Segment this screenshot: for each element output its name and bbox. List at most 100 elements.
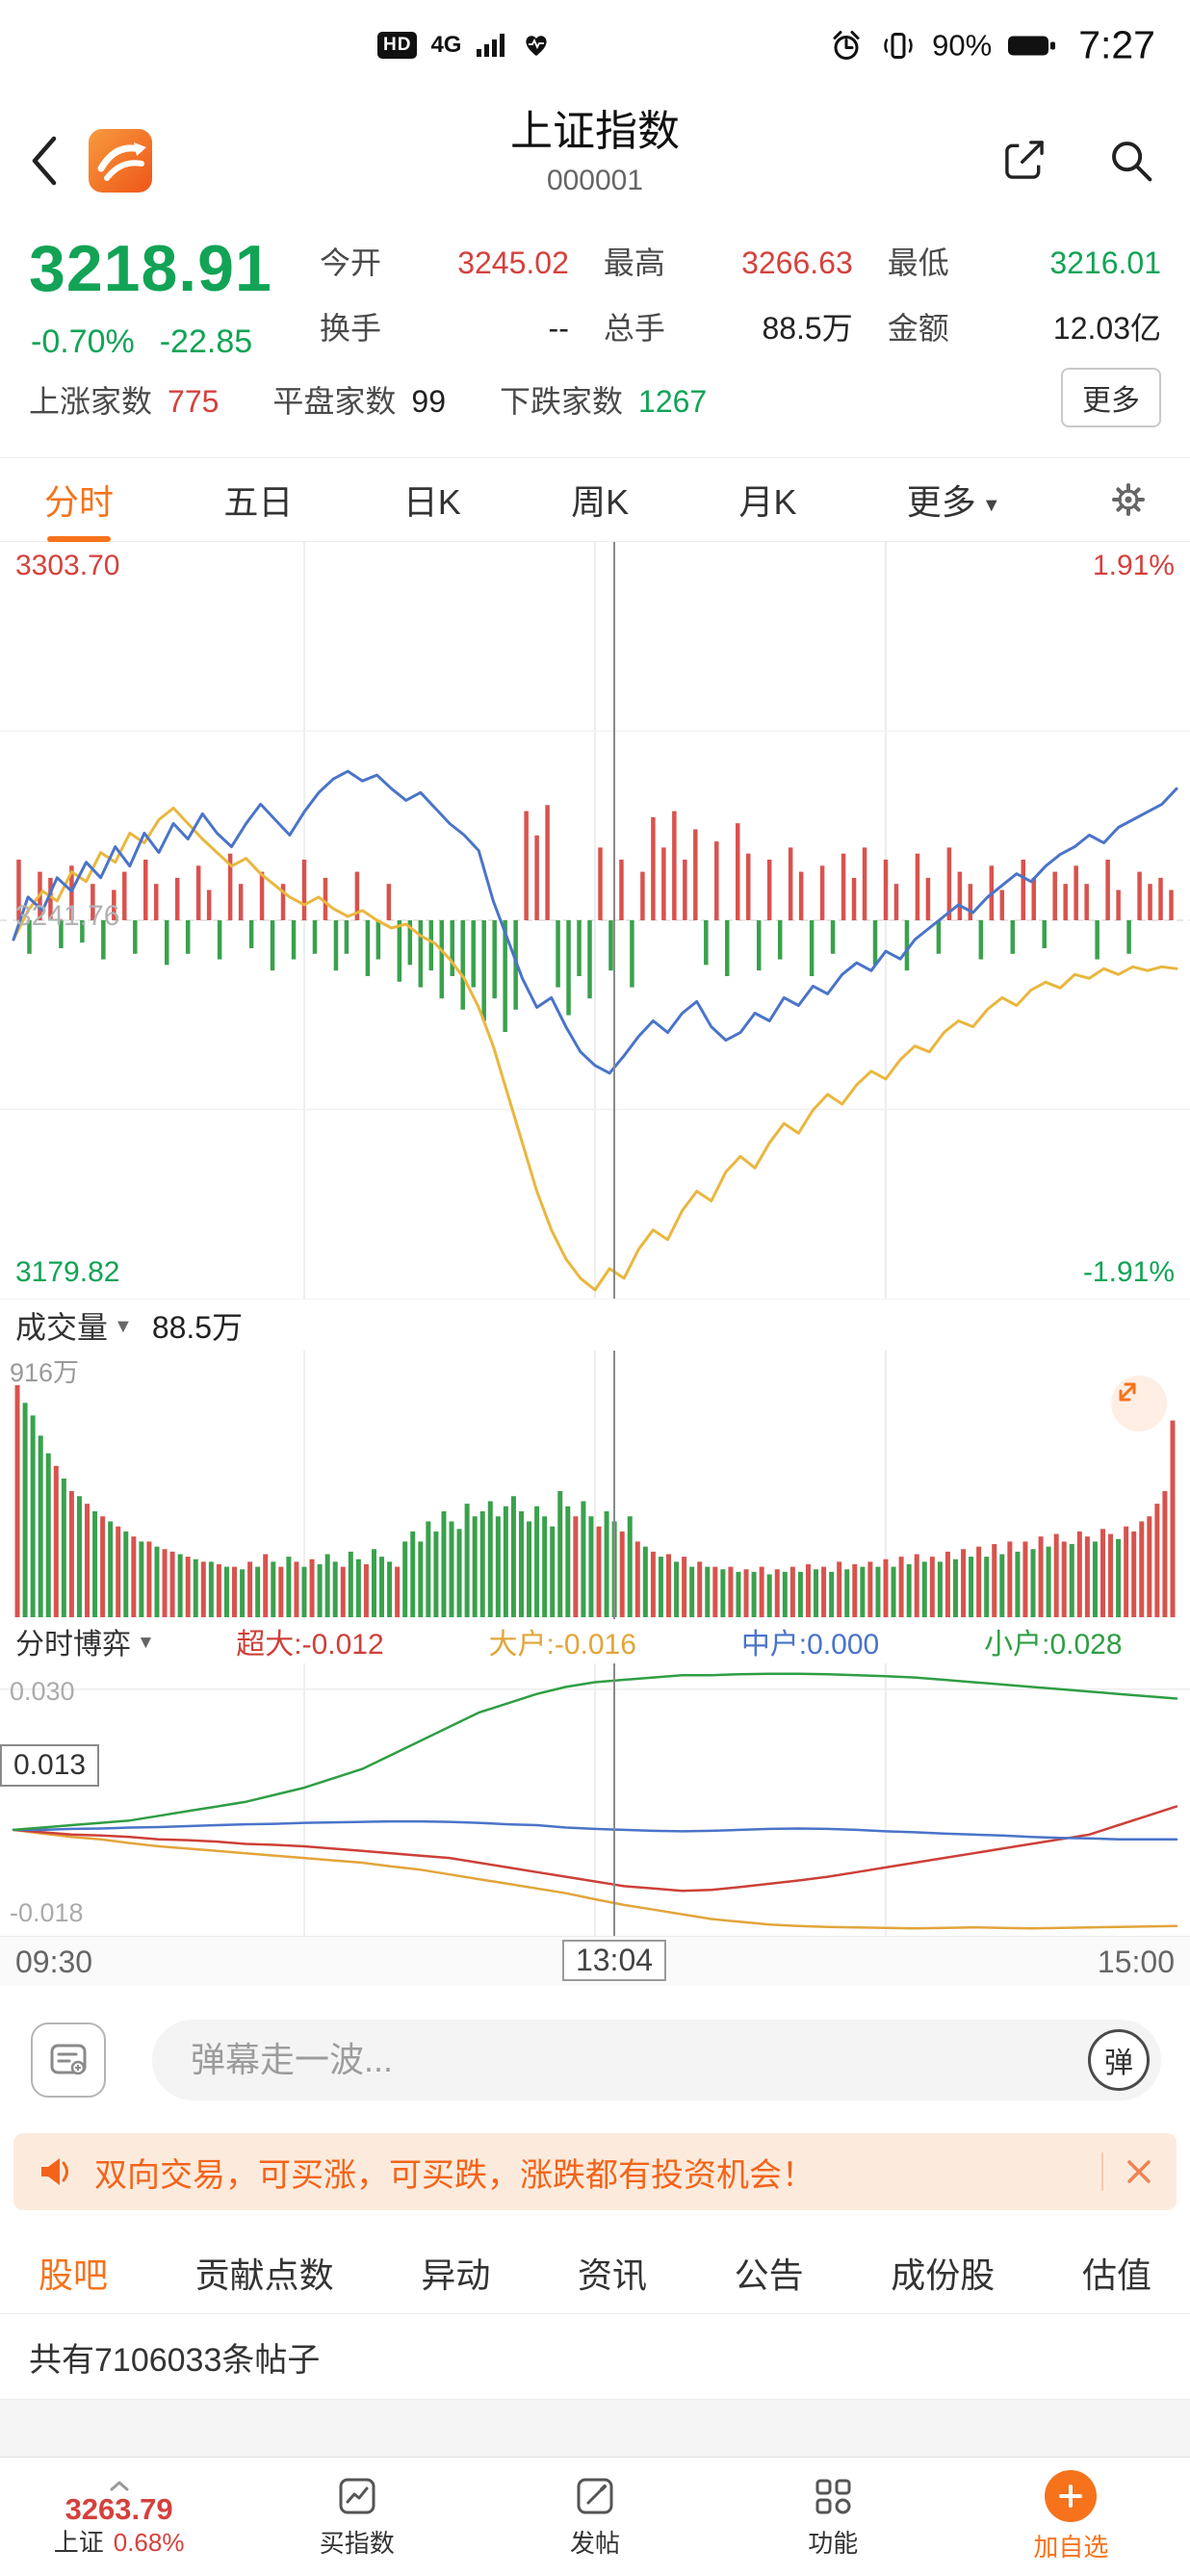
axis-high-percent: 1.91% [1092,550,1175,581]
comment-input[interactable] [191,2020,897,2100]
chevron-down-icon: ▼ [981,495,1001,516]
volume-header: 成交量 ▼ 88.5万 [0,1299,1190,1351]
banner-divider [1101,2152,1103,2191]
danmu-settings-icon [50,2044,87,2075]
quote-stats: 今开 3245.02 最高 3266.63 最低 3216.01 换手 -- 总… [320,239,1161,348]
buy-index-icon [339,2478,375,2514]
intraday-chart[interactable]: 3303.70 1.91% 3241.76 3179.82 -1.91% [0,542,1190,1299]
quote-panel: 3218.91 -0.70% -22.85 今开 3245.02 最高 3266… [0,231,1190,457]
stat-turnover-rate: 换手 -- [320,311,569,346]
game-medium: 中户:0.000 [740,1629,880,1661]
breadth-advancers: 上涨家数 775 [29,384,220,419]
danmu-settings-button[interactable] [31,2022,106,2098]
nav-index-name: 上证 [53,2527,104,2557]
axis-low-percent: -1.91% [1082,1256,1175,1288]
clock-time: 7:27 [1078,22,1155,67]
tab-contribution[interactable]: 贡献点数 [194,2254,334,2295]
heart-icon [526,36,548,56]
search-icon[interactable] [1105,135,1155,185]
expand-button[interactable] [1111,1376,1167,1431]
game-dropdown[interactable]: 分时博弈 [15,1629,131,1661]
danmu-toggle-button[interactable]: 弹 [1088,2029,1150,2091]
change-amount: -22.85 [159,323,253,360]
tab-movement[interactable]: 异动 [421,2254,491,2295]
megaphone-icon [41,2158,68,2185]
tab-daily-k[interactable]: 日K [402,482,461,522]
volume-axis-max: 916万 [10,1358,80,1387]
nav-buy-index[interactable]: 买指数 [238,2458,476,2576]
bottom-nav: 3263.79 上证 0.68% 买指数 发帖 [0,2457,1190,2576]
tab-more[interactable]: 更多 ▼ [903,457,1005,542]
community-tab-bar: 股吧 贡献点数 异动 资讯 公告 成份股 估值 [0,2231,1190,2314]
gear-icon[interactable] [1107,478,1150,521]
nav-add-watchlist-label: 加自选 [1033,2533,1109,2562]
content-gap [0,2399,1190,2457]
nav-index-value: 3263.79 [65,2491,173,2526]
chevron-down-icon: ▼ [114,1316,133,1337]
grid-icon [815,2479,851,2514]
battery-icon [1008,36,1056,55]
intraday-chart-canvas [0,542,1190,1299]
posts-summary: 共有7106033条帖子 [0,2314,1190,2399]
status-bar: HD 4G 90% [0,0,1190,90]
tab-weekly-k[interactable]: 周K [571,482,630,522]
promo-banner[interactable]: 双向交易，可买涨，可买跌，涨跌都有投资机会！ [13,2133,1177,2210]
tab-news[interactable]: 资讯 [577,2254,647,2295]
alarm-icon [833,30,860,60]
nav-buy-index-label: 买指数 [319,2529,395,2558]
market-breadth: 上涨家数 775 平盘家数 99 下跌家数 1267 [29,377,761,422]
app-logo[interactable] [89,129,152,193]
volume-chart-canvas [14,1351,1176,1619]
tab-constituents[interactable]: 成份股 [891,2254,996,2295]
game-axis-bottom: -0.018 [10,1898,84,1927]
chevron-down-icon: ▼ [137,1632,155,1653]
nav-post-label: 发帖 [570,2529,621,2558]
tab-announcement[interactable]: 公告 [734,2254,804,2295]
game-large: 大户:-0.016 [488,1629,636,1661]
close-icon[interactable] [1125,2157,1153,2186]
tab-monthly-k[interactable]: 月K [738,482,797,522]
status-left-group: HD 4G [377,31,552,60]
tab-valuation[interactable]: 估值 [1081,2254,1151,2295]
nav-add-watchlist[interactable]: 加自选 [952,2458,1190,2576]
tab-minute[interactable]: 分时 [40,457,117,542]
hd-badge: HD [377,32,418,59]
game-small: 小户:0.028 [984,1629,1123,1661]
game-values: 超大:-0.012 大户:-0.016 中户:0.000 小户:0.028 [161,1620,1175,1662]
nav-functions[interactable]: 功能 [714,2458,952,2576]
nav-index-percent: 0.68% [113,2527,185,2557]
game-axis-top: 0.030 [10,1677,75,1706]
stat-amount: 金额 12.03亿 [887,311,1161,346]
game-chart[interactable]: 0.030 0.013 -0.018 [0,1663,1190,1936]
tab-guba[interactable]: 股吧 [39,2254,109,2295]
volume-dropdown[interactable]: 成交量 [15,1309,109,1345]
axis-prev-close: 3241.76 [15,900,120,932]
change-percent: -0.70% [31,323,135,360]
volume-total: 88.5万 [151,1309,244,1345]
more-stats-button[interactable]: 更多 [1061,368,1161,427]
back-icon[interactable] [25,133,64,189]
breadth-decliners: 下跌家数 1267 [500,384,708,419]
chevron-up-icon [110,2481,129,2490]
price-change: -0.70% -22.85 [31,323,252,361]
axis-low-price: 3179.82 [15,1256,120,1288]
stat-open: 今开 3245.02 [320,245,569,280]
nav-functions-label: 功能 [808,2529,859,2558]
tab-5day[interactable]: 五日 [223,482,294,522]
stat-volume: 总手 88.5万 [603,311,853,346]
stat-high: 最高 3266.63 [603,245,853,280]
time-cursor-badge: 13:04 [561,1940,667,1981]
volume-chart[interactable]: 916万 [0,1351,1190,1619]
comment-input-pill: 弹 [152,2020,1161,2100]
comment-section: 弹 [0,1986,1190,2133]
nav-post[interactable]: 发帖 [476,2458,713,2576]
nav-index-quote[interactable]: 3263.79 上证 0.68% [0,2458,238,2576]
game-super-large: 超大:-0.012 [236,1629,384,1661]
status-right-group: 90% 7:27 [828,23,1155,68]
tab-more-label: 更多 [906,482,976,522]
share-icon[interactable] [999,135,1049,185]
game-axis-box: 0.013 [0,1744,100,1787]
banner-text: 双向交易，可买涨，可买跌，涨跌都有投资机会！ [94,2156,815,2194]
game-header: 分时博弈 ▼ 超大:-0.012 大户:-0.016 中户:0.000 小户:0… [0,1619,1190,1663]
vibrate-icon [884,32,913,59]
